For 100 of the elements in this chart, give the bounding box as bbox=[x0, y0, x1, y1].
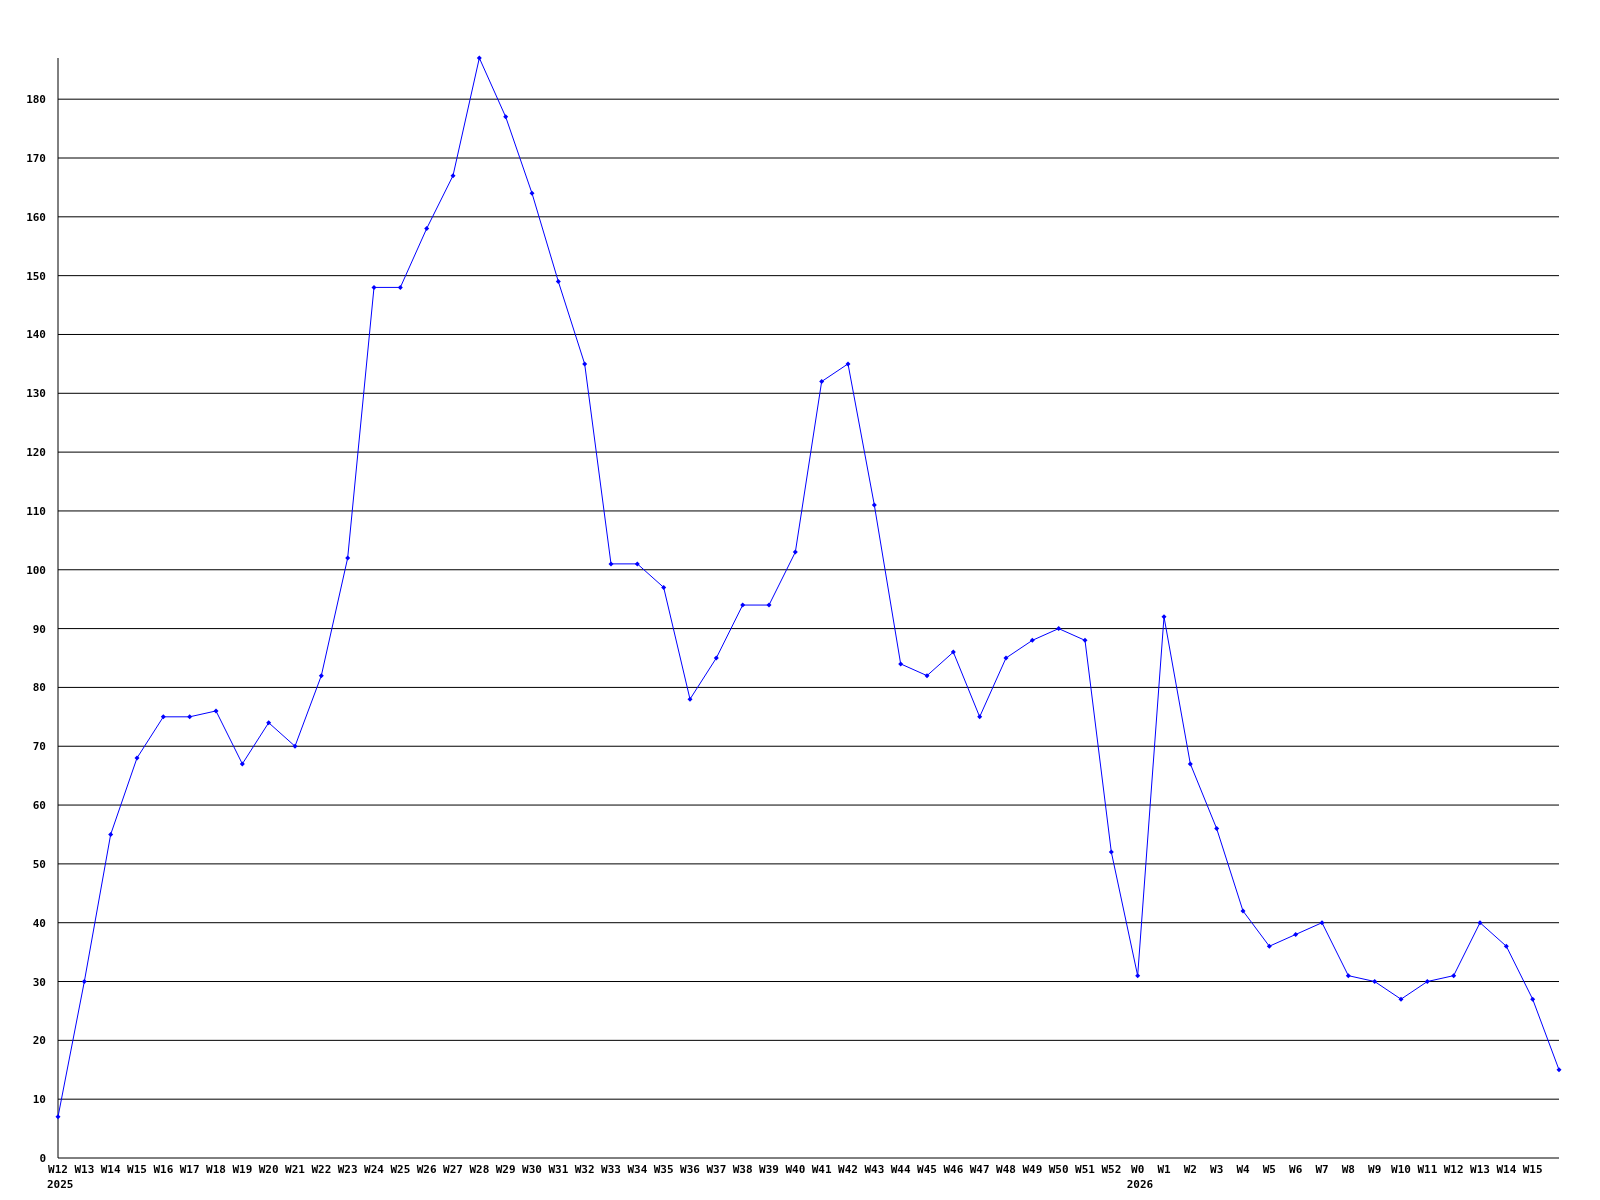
x-tick-label: W22 bbox=[311, 1163, 332, 1176]
x-tick-label: W36 bbox=[680, 1163, 701, 1176]
point bbox=[160, 714, 166, 720]
point bbox=[687, 696, 693, 702]
x-tick-label: W34 bbox=[627, 1163, 648, 1176]
y-tick-label: 180 bbox=[26, 93, 46, 107]
point bbox=[608, 561, 614, 567]
y-tick-label: 60 bbox=[32, 799, 46, 813]
point bbox=[555, 279, 561, 285]
point bbox=[1556, 1067, 1562, 1073]
point bbox=[1056, 626, 1062, 632]
x-tick-label: W10 bbox=[1391, 1163, 1411, 1176]
x-tick-label: W3 bbox=[1210, 1163, 1224, 1176]
y-tick-label: 120 bbox=[26, 446, 46, 460]
point bbox=[1345, 973, 1351, 979]
y-tick-label: 40 bbox=[32, 916, 46, 930]
point bbox=[371, 284, 377, 290]
point bbox=[661, 584, 667, 590]
x-tick-label: W46 bbox=[943, 1163, 964, 1176]
point bbox=[713, 655, 719, 661]
x-tick-label: W33 bbox=[601, 1163, 621, 1176]
x-tick-label: W17 bbox=[179, 1163, 200, 1176]
point bbox=[898, 661, 904, 667]
point bbox=[1029, 637, 1035, 643]
x-tick-label: W51 bbox=[1075, 1163, 1096, 1176]
point bbox=[239, 761, 245, 767]
x-tick-label: W20 bbox=[258, 1163, 279, 1176]
y-tick-label: 80 bbox=[32, 681, 46, 695]
x-tick-label: W18 bbox=[206, 1163, 226, 1176]
x-tick-label: W21 bbox=[285, 1163, 306, 1176]
point bbox=[1135, 973, 1141, 979]
point bbox=[1266, 943, 1272, 949]
point bbox=[977, 714, 983, 720]
point bbox=[924, 673, 930, 679]
x-tick-label: W13 bbox=[1470, 1163, 1490, 1176]
x-tick-label: W14 bbox=[100, 1163, 121, 1176]
point bbox=[634, 561, 640, 567]
x-tick-label: W48 bbox=[996, 1163, 1016, 1176]
x-tick-label: W24 bbox=[364, 1163, 385, 1176]
y-tick-label: 150 bbox=[26, 269, 46, 283]
x-tick-label: W1 bbox=[1157, 1163, 1171, 1176]
x-tick-label: W16 bbox=[153, 1163, 174, 1176]
point bbox=[950, 649, 956, 655]
point bbox=[1398, 996, 1404, 1002]
point bbox=[1214, 826, 1220, 832]
point bbox=[1108, 849, 1114, 855]
point bbox=[845, 361, 851, 367]
point bbox=[81, 979, 87, 985]
x-tick-label: W4 bbox=[1236, 1163, 1250, 1176]
x-tick-label: W37 bbox=[706, 1163, 727, 1176]
x-tick-label: W7 bbox=[1315, 1163, 1329, 1176]
x-tick-label: W15 bbox=[127, 1163, 147, 1176]
y-tick-label: 20 bbox=[32, 1034, 46, 1048]
point bbox=[1451, 973, 1457, 979]
point bbox=[187, 714, 193, 720]
x-tick-label: W31 bbox=[548, 1163, 569, 1176]
point bbox=[1530, 996, 1536, 1002]
point bbox=[450, 173, 456, 179]
x-tick-label: W42 bbox=[838, 1163, 858, 1176]
point bbox=[345, 555, 351, 561]
point bbox=[1293, 931, 1299, 937]
x-tick-label: W41 bbox=[811, 1163, 832, 1176]
point bbox=[424, 226, 430, 232]
x-tick-label: W19 bbox=[232, 1163, 253, 1176]
text: 2026 bbox=[1126, 1178, 1154, 1191]
x-tick-label: W38 bbox=[732, 1163, 753, 1176]
x-tick-label: W52 bbox=[1101, 1163, 1122, 1176]
point bbox=[819, 379, 825, 385]
x-tick-label: W15 bbox=[1522, 1163, 1543, 1176]
point bbox=[1503, 943, 1509, 949]
x-tick-label: W29 bbox=[495, 1163, 516, 1176]
y-tick-label: 130 bbox=[26, 387, 46, 401]
x-tick-label: W40 bbox=[785, 1163, 806, 1176]
x-tick-label: W6 bbox=[1289, 1163, 1303, 1176]
x-tick-label: W5 bbox=[1262, 1163, 1276, 1176]
point bbox=[134, 755, 140, 761]
x-tick-label: W35 bbox=[653, 1163, 674, 1176]
y-tick-label: 70 bbox=[32, 740, 46, 754]
point bbox=[1161, 614, 1167, 620]
point bbox=[529, 190, 535, 196]
y-tick-label: 0 bbox=[39, 1152, 46, 1165]
x-tick-label: W8 bbox=[1341, 1163, 1355, 1176]
x-tick-label: W0 bbox=[1131, 1163, 1145, 1176]
x-tick-label: W28 bbox=[469, 1163, 490, 1176]
point bbox=[1424, 979, 1430, 985]
x-tick-label: W12 bbox=[48, 1163, 68, 1176]
x-tick-label: W23 bbox=[337, 1163, 358, 1176]
point bbox=[871, 502, 877, 508]
point bbox=[1477, 920, 1483, 926]
point bbox=[503, 114, 509, 120]
point bbox=[266, 720, 272, 726]
point bbox=[1003, 655, 1009, 661]
x-tick-label: W49 bbox=[1022, 1163, 1043, 1176]
x-tick-label: W2 bbox=[1183, 1163, 1197, 1176]
point bbox=[1187, 761, 1193, 767]
point bbox=[476, 55, 482, 61]
x-tick-label: W32 bbox=[574, 1163, 595, 1176]
point bbox=[213, 708, 219, 714]
x-tick-label: W11 bbox=[1417, 1163, 1438, 1176]
x-tick-label: W39 bbox=[759, 1163, 779, 1176]
